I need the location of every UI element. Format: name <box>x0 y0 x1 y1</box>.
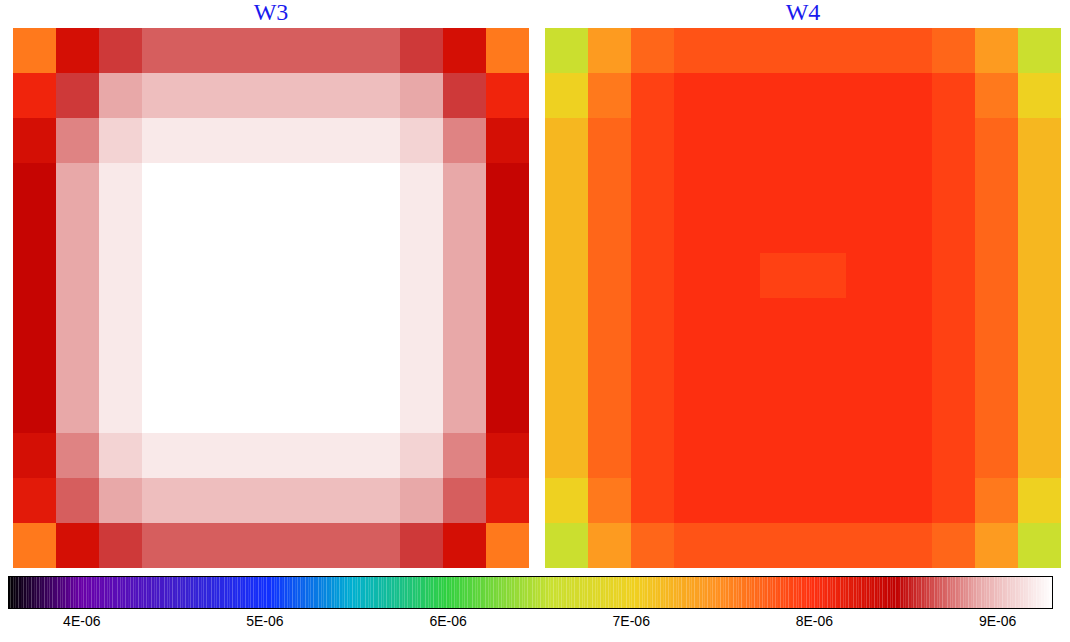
svg-text:9E-06: 9E-06 <box>979 613 1017 629</box>
svg-text:8E-06: 8E-06 <box>796 613 834 629</box>
html-text:W3: W3 <box>253 0 289 25</box>
svg-text:6E-06: 6E-06 <box>429 613 467 629</box>
svg-text:4E-06: 4E-06 <box>63 613 101 629</box>
html-text:W4: W4 <box>785 0 821 25</box>
svg-text:7E-06: 7E-06 <box>613 613 651 629</box>
svg-text:5E-06: 5E-06 <box>246 613 284 629</box>
